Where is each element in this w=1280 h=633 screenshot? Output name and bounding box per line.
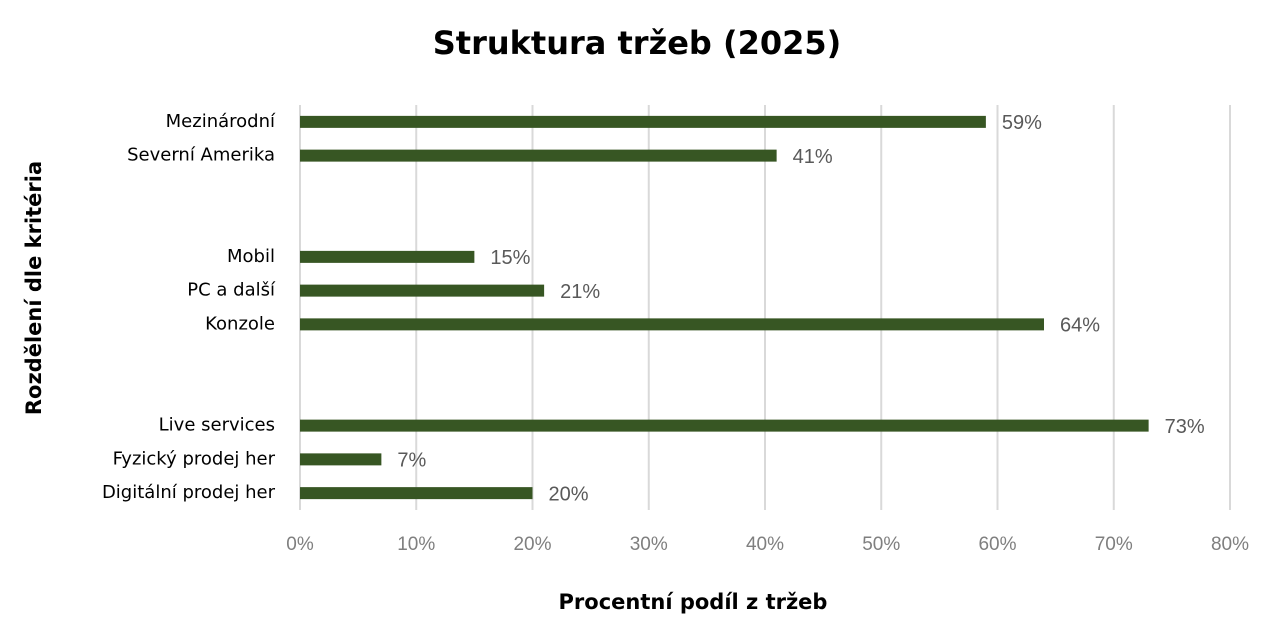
x-tick-label: 60%: [978, 534, 1016, 555]
y-tick-label: Mobil: [227, 246, 275, 267]
y-axis-title: Rozdělení dle kritéria: [22, 161, 46, 415]
data-label: 59%: [1002, 112, 1042, 134]
bar: [300, 250, 475, 263]
bar: [300, 419, 1149, 432]
y-tick-label: Konzole: [205, 313, 275, 334]
y-tick-label: Fyzický prodej her: [113, 448, 276, 469]
data-label: 41%: [793, 146, 833, 168]
x-tick-label: 70%: [1095, 534, 1133, 555]
x-tick-label: 50%: [862, 534, 900, 555]
y-tick-label: Live services: [159, 415, 275, 436]
bar: [300, 487, 533, 500]
x-tick-label: 0%: [286, 534, 314, 555]
data-label: 21%: [560, 281, 600, 303]
data-label: 20%: [549, 483, 589, 505]
data-label: 73%: [1165, 416, 1205, 438]
bar: [300, 453, 382, 466]
bar: [300, 284, 545, 297]
data-label: 15%: [490, 247, 530, 269]
chart-title: Struktura tržeb (2025): [433, 24, 842, 62]
x-tick-label: 40%: [746, 534, 784, 555]
x-tick-label: 20%: [513, 534, 551, 555]
y-tick-label: PC a další: [187, 280, 276, 301]
data-label: 7%: [397, 450, 426, 472]
bar: [300, 115, 986, 128]
bar: [300, 318, 1044, 331]
data-label: 64%: [1060, 315, 1100, 337]
x-tick-label: 10%: [397, 534, 435, 555]
x-tick-label: 30%: [630, 534, 668, 555]
x-axis-title: Procentní podíl z tržeb: [559, 590, 828, 614]
x-tick-label: 80%: [1211, 534, 1249, 555]
bar: [300, 149, 777, 162]
y-tick-label: Digitální prodej her: [102, 482, 276, 503]
y-tick-label: Mezinárodní: [166, 111, 276, 132]
y-tick-label: Severní Amerika: [127, 145, 275, 166]
